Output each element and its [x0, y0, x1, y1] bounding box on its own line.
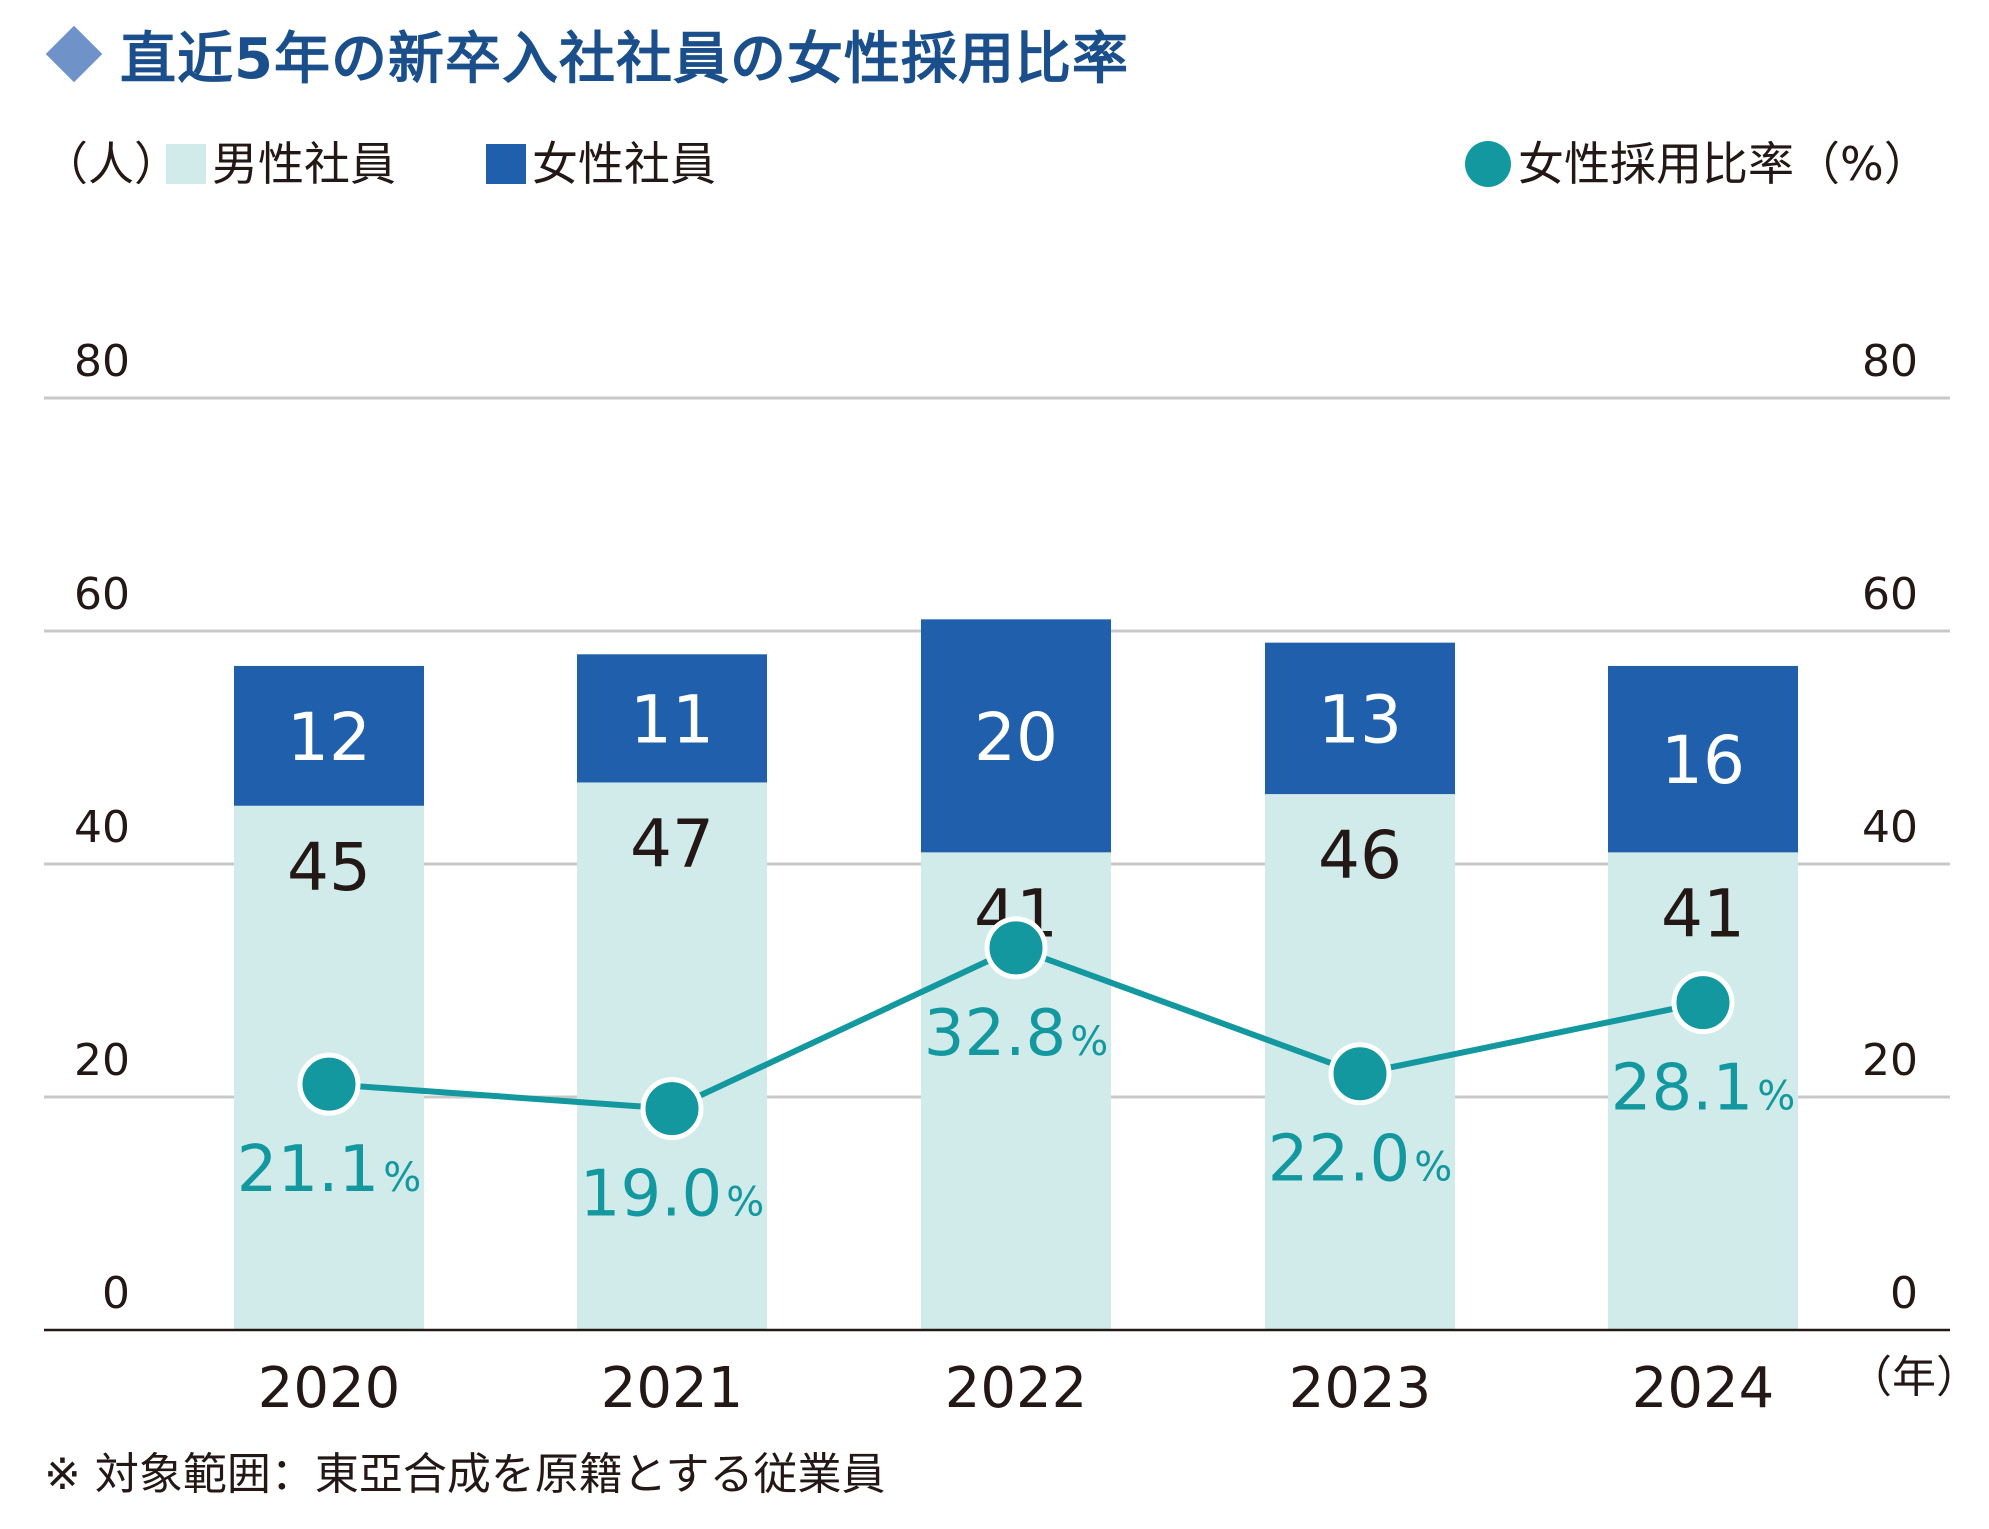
bar-female — [1608, 665, 1798, 853]
y-right-tick-label: 80 — [1862, 336, 1918, 387]
ratio-value-label: 32.8% — [924, 997, 1109, 1071]
bar-female — [234, 665, 424, 806]
bar-male — [577, 782, 767, 1330]
footnote: ※ 対象範囲：東亞合成を原籍とする従業員 — [44, 1449, 886, 1500]
bar-female-value-label: 20 — [974, 699, 1058, 776]
legend-ratio-label: 女性採用比率（%） — [1518, 137, 1930, 191]
ratio-value-label: 19.0% — [580, 1158, 765, 1232]
y-right-tick-label: 40 — [1862, 802, 1918, 853]
ratio-value-label: 28.1% — [1611, 1052, 1796, 1126]
legend-ratio-marker — [1465, 141, 1511, 187]
bar-female — [921, 619, 1111, 853]
bar-male-value-label: 46 — [1318, 817, 1402, 894]
y-right-tick-label: 20 — [1862, 1035, 1918, 1086]
y-right-tick-label: 0 — [1890, 1268, 1918, 1319]
bar-female-value-label: 11 — [630, 681, 714, 758]
bar-female — [577, 654, 767, 783]
y-left-tick-label: 0 — [102, 1268, 130, 1319]
x-tick-label: 2023 — [1289, 1356, 1432, 1421]
legend-female-label: 女性社員 — [532, 137, 716, 191]
ratio-point — [640, 1077, 704, 1141]
bar-female-value-label: 16 — [1661, 722, 1745, 799]
legend: （人） 男性社員 女性社員 女性採用比率（%） — [42, 137, 1930, 191]
ratio-point — [1328, 1042, 1392, 1106]
legend-male-swatch — [166, 144, 206, 184]
bar-male-value-label: 41 — [1661, 875, 1745, 952]
bar-female-value-label: 12 — [287, 699, 371, 776]
y-left-tick-label: 80 — [74, 336, 130, 387]
bar-male — [1608, 852, 1798, 1330]
ratio-point — [984, 916, 1048, 980]
x-unit-label: （年） — [1848, 1352, 1980, 1403]
x-tick-label: 2021 — [601, 1356, 744, 1421]
ratio-line-layer: 21.1% 19.0 % 32.8 % 22.0 % 28.1% — [237, 916, 1796, 1232]
y-left-tick-label: 20 — [74, 1035, 130, 1086]
ratio-value-label: 22.0% — [1268, 1123, 1453, 1197]
legend-female-swatch — [486, 144, 526, 184]
bar-female — [1265, 642, 1455, 795]
title-text: 直近5年の新卒入社社員の女性採用比率 — [120, 26, 1129, 92]
y-left-tick-label: 40 — [74, 802, 130, 853]
ratio-value-label: 21.1% — [237, 1133, 422, 1207]
chart-title: 直近5年の新卒入社社員の女性採用比率 — [40, 14, 1129, 94]
bar-male-value-label: 45 — [287, 829, 371, 906]
y-right-tick-label: 60 — [1862, 569, 1918, 620]
bar-male-value-label: 47 — [630, 805, 714, 882]
y-left-tick-label: 60 — [74, 569, 130, 620]
x-tick-label: 2022 — [945, 1356, 1088, 1421]
bar-female-value-label: 13 — [1318, 681, 1402, 758]
ratio-point — [297, 1052, 361, 1116]
legend-unit-label: （人） — [42, 137, 180, 191]
x-tick-label: 2020 — [258, 1356, 401, 1421]
legend-male-label: 男性社員 — [212, 137, 396, 191]
ratio-point — [1671, 971, 1735, 1035]
x-tick-label: 2024 — [1632, 1356, 1775, 1421]
